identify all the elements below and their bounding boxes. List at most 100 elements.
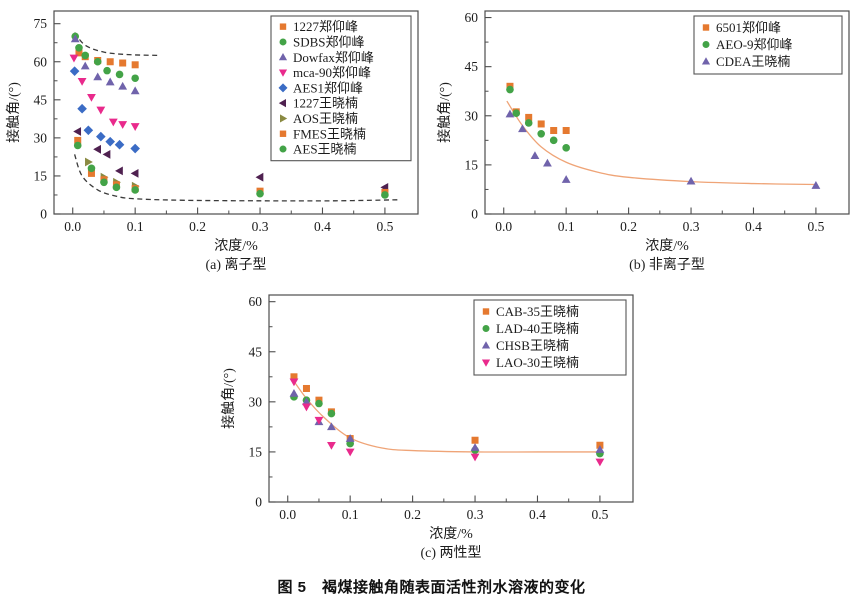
legend-marker-triangle-down-icon [278,69,288,77]
data-series [289,373,603,449]
chart-b: 0.0 0.1 0.2 0.3 0.4 0.5 0 15 30 45 60 接触角/(°) 浓度/% (b… [436,10,850,273]
y-tick-label: 30 [34,130,48,145]
data-point-triangle-down [108,118,118,127]
x-tick-label: 0.5 [376,219,393,234]
trend-curve [289,376,600,453]
data-point-diamond [130,143,140,154]
legend-marker-square-icon [702,24,710,31]
x-tick-label: 0.3 [252,219,269,234]
legend-item: AEO-9郑仰峰 [702,37,793,52]
trend-curve [73,154,398,202]
x-tick-label: 0.1 [127,219,144,234]
data-point-circle [314,399,323,408]
chart-a: 0.0 0.1 0.2 0.3 0.4 0.5 0 15 30 45 60 75 接触角/(°) 浓度/%… [5,10,419,273]
data-point-square [87,169,95,177]
data-point-square [119,59,127,67]
data-point-square [537,120,545,128]
data-point-triangle-up [80,61,90,70]
x-tick-label: 0.1 [558,219,575,234]
chart-subcaption: (a) 离子型 [205,256,266,273]
x-tick-label: 0.0 [495,219,512,234]
data-point-circle [131,186,139,194]
legend-item: AES1郑仰峰 [278,80,363,95]
data-point-triangle-up [289,388,298,397]
legend-label: AOS王晓楠 [293,111,358,126]
trend-curve [74,32,161,57]
y-tick-label: 15 [34,168,48,183]
data-point-triangle-up [345,434,355,442]
data-point-triangle-left [115,166,123,176]
data-point-triangle-up [130,86,140,95]
legend-item: AOS王晓楠 [280,111,358,126]
data-series [289,393,604,458]
x-tick-label: 0.0 [279,507,296,522]
chart-subcaption: (c) 两性型 [420,545,481,561]
y-axis-label: 接触角/(°) [220,368,237,429]
legend-item: CDEA王晓楠 [701,54,790,69]
data-series [289,388,604,453]
data-point-triangle-up [470,443,479,451]
data-point-square [106,58,114,66]
legend-label: AES王晓楠 [293,142,357,157]
data-point-diamond [114,139,125,150]
y-tick-label: 60 [465,10,479,25]
x-tick-label: 0.4 [745,219,762,234]
trend-curve [506,100,816,186]
data-point-triangle-down [87,93,96,102]
legend-label: SDBS郑仰峰 [293,34,365,49]
data-point-diamond [105,136,115,147]
legend-marker-circle-icon [482,325,489,332]
data-point-circle [131,74,139,83]
data-point-triangle-left [102,149,111,159]
data-point-triangle-up [518,124,527,133]
legend-marker-circle-icon [702,41,710,48]
x-tick-label: 0.0 [64,219,81,234]
legend-label: AEO-9郑仰峰 [716,37,793,52]
legend-box [472,299,627,376]
data-series [505,109,821,189]
x-tick-label: 0.5 [807,219,824,234]
data-series [73,127,389,192]
figure-caption: 图 5 褐煤接触角随表面活性剂水溶液的变化 [277,579,586,596]
data-point-triangle-down [470,453,479,462]
legend-label: 1227郑仰峰 [293,19,358,34]
legend-label: 1227王晓楠 [293,96,358,111]
y-tick-label: 15 [465,157,479,172]
data-point-triangle-left [255,172,264,182]
legend-item: 6501郑仰峰 [702,20,781,35]
x-tick-label: 0.5 [591,507,608,522]
y-axis-label: 接触角/(°) [5,82,22,143]
plot-border [267,294,634,503]
y-tick-label: 30 [465,108,479,123]
data-point-diamond [83,125,94,136]
legend-item: FMES王晓楠 [279,126,366,141]
x-tick-label: 0.2 [620,219,637,234]
legend-item: SDBS郑仰峰 [279,34,365,49]
data-point-triangle-down [595,458,604,467]
legend-label: CHSB王晓楠 [496,338,569,353]
data-point-triangle-down [130,123,140,131]
data-point-circle [81,51,90,60]
legend-item: Dowfax郑仰峰 [278,50,374,65]
y-tick-label: 75 [34,16,48,31]
legend-box [693,15,843,75]
data-point-circle [75,43,83,52]
legend: CAB-35王晓楠 LAD-40王晓楠 CHSB王晓楠 LAO-30王晓楠 [472,299,627,376]
data-point-triangle-up [530,151,540,160]
data-point-square [525,113,533,121]
legend-label: CAB-35王晓楠 [496,304,579,319]
y-tick-label: 60 [34,54,48,69]
data-point-circle [512,109,521,117]
legend: 1227郑仰峰SDBS郑仰峰Dowfax郑仰峰mca-90郑仰峰AES1郑仰峰1… [270,15,412,162]
legend: 6501郑仰峰 AEO-9郑仰峰 CDEA王晓楠 [693,15,843,75]
y-tick-label: 0 [40,207,47,222]
legend-item: mca-90郑仰峰 [278,65,371,80]
y-tick-label: 45 [248,344,262,359]
data-series [69,54,140,131]
data-point-circle [93,57,102,66]
top-charts-row: 0.0 0.1 0.2 0.3 0.4 0.5 0 15 30 45 60 75 接触角/(°) 浓度/%… [0,2,863,280]
data-point-triangle-right [85,157,93,167]
data-point-circle [549,136,558,145]
data-point-circle [87,164,96,173]
data-series [289,378,604,467]
